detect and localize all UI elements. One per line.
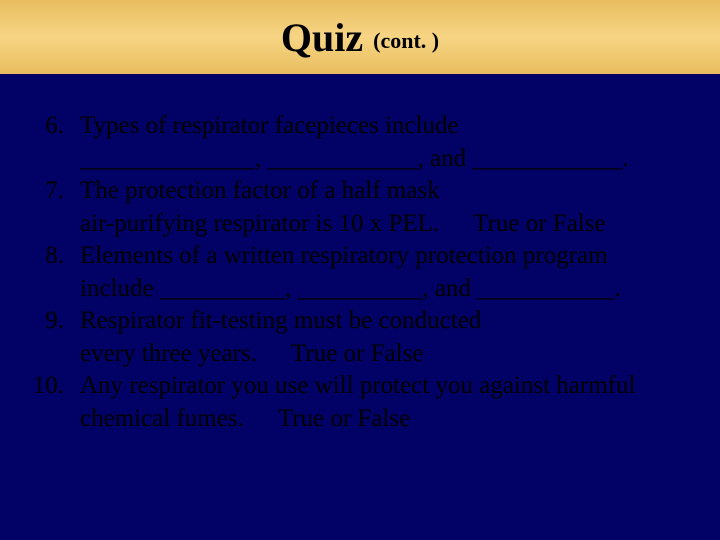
list-item: 6. Types of respirator facepieces includ…	[28, 110, 692, 175]
question-text: Elements of a written respiratory protec…	[80, 240, 692, 305]
question-text: The protection factor of a half mask air…	[80, 175, 692, 240]
list-item: 9. Respirator fit-testing must be conduc…	[28, 305, 692, 370]
question-text: Respirator fit-testing must be conducted…	[80, 305, 692, 370]
true-false-label: True or False	[278, 405, 410, 432]
question-number: 6.	[28, 110, 80, 175]
question-text: Types of respirator facepieces include _…	[80, 110, 692, 175]
quiz-content: 6. Types of respirator facepieces includ…	[0, 74, 720, 435]
true-false-label: True or False	[291, 340, 423, 367]
title-main: Quiz	[281, 14, 363, 61]
question-number: 7.	[28, 175, 80, 240]
list-item: 8. Elements of a written respiratory pro…	[28, 240, 692, 305]
title-bar: Quiz (cont. )	[0, 0, 720, 74]
true-false-label: True or False	[473, 210, 605, 237]
question-number: 9.	[28, 305, 80, 370]
question-text: Any respirator you use will protect you …	[80, 370, 692, 435]
question-number: 8.	[28, 240, 80, 305]
question-list: 6. Types of respirator facepieces includ…	[28, 110, 692, 435]
list-item: 7. The protection factor of a half mask …	[28, 175, 692, 240]
question-number: 10.	[28, 370, 80, 435]
title-sub: (cont. )	[373, 28, 439, 54]
list-item: 10. Any respirator you use will protect …	[28, 370, 692, 435]
